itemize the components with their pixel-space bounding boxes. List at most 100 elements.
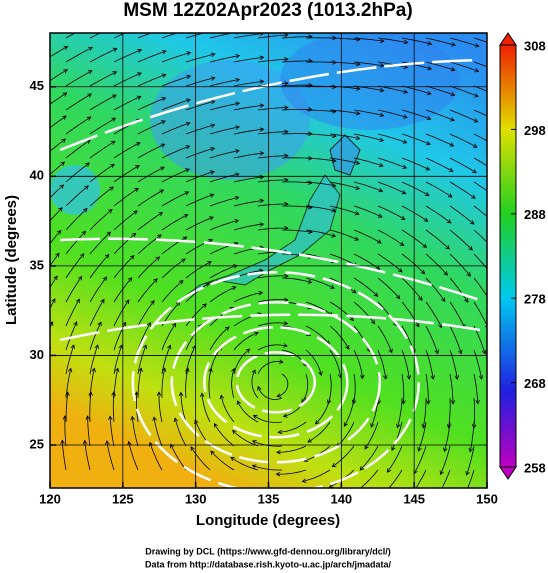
streamline (251, 369, 259, 399)
arrow-head (458, 349, 463, 355)
arrow-head (355, 160, 361, 165)
arrow-head (235, 125, 240, 130)
streamline (329, 181, 360, 190)
arrow-head (401, 190, 407, 195)
arrow-head (331, 158, 337, 163)
credit: Data from http://database.rish.kyoto-u.a… (145, 559, 392, 569)
arrow-head (235, 101, 241, 107)
y-tick-label: 40 (30, 168, 44, 183)
arrow-head (108, 415, 113, 421)
arrow-head (403, 114, 408, 119)
arrow-head (131, 232, 137, 238)
streamline (377, 229, 404, 246)
arrow-head (308, 107, 313, 112)
arrow-head (359, 374, 365, 380)
arrow-head (112, 71, 118, 76)
streamline (377, 277, 400, 299)
streamline (276, 373, 289, 397)
arrow-head (331, 183, 337, 188)
arrow-head (146, 321, 151, 327)
streamline (201, 393, 211, 423)
arrow-head (210, 146, 216, 152)
streamline (449, 205, 475, 225)
streamline (161, 122, 190, 135)
streamline (449, 109, 478, 123)
streamline (65, 299, 80, 327)
streamline (306, 109, 336, 113)
streamline (257, 34, 288, 39)
arrow-head (209, 193, 215, 198)
arrow-head (284, 273, 289, 279)
arrow-head (466, 272, 471, 277)
arrow-head (450, 400, 456, 405)
arrow-head (252, 414, 258, 420)
arrow-head (301, 478, 307, 483)
arrow-head (234, 219, 240, 224)
streamline (377, 37, 408, 44)
streamline (50, 161, 65, 176)
arrow-head (137, 72, 142, 77)
streamline (353, 157, 384, 167)
streamline (237, 400, 259, 423)
streamline (353, 109, 384, 117)
streamline (466, 445, 475, 476)
arrow-head (426, 141, 431, 146)
streamline (305, 205, 336, 212)
streamline (329, 85, 360, 90)
streamline (50, 298, 56, 310)
arrow-head (56, 229, 62, 235)
streamline (209, 326, 230, 351)
arrow-head (64, 23, 68, 26)
y-tick-label: 30 (30, 347, 44, 362)
arrow-head (382, 375, 388, 380)
arrow-head (349, 316, 354, 322)
arrow-head (232, 429, 237, 435)
streamline (449, 157, 477, 174)
streamline (359, 445, 379, 471)
arrow-head (284, 81, 289, 86)
arrow-head (284, 177, 289, 183)
arrow-head (199, 392, 205, 398)
arrow-head (109, 186, 114, 191)
streamline (353, 253, 380, 270)
arrow-head (178, 280, 184, 285)
arrow-head (159, 189, 165, 194)
streamline (50, 92, 67, 105)
streamline (185, 368, 189, 399)
streamline (89, 186, 114, 207)
streamline (65, 116, 91, 135)
streamline (473, 349, 482, 380)
arrow-head (471, 194, 476, 199)
streamline (343, 397, 355, 427)
streamline (425, 325, 439, 354)
arrow-head (85, 162, 90, 167)
arrow-head (423, 217, 429, 222)
streamline (449, 37, 479, 47)
streamline (425, 157, 453, 172)
arrow-head (355, 135, 361, 141)
arrow-head (474, 93, 479, 98)
arrow-head (376, 239, 382, 244)
arrow-head (133, 210, 138, 215)
streamline (65, 185, 89, 207)
streamline (492, 446, 498, 475)
arrow-head (150, 300, 155, 305)
arrow-head (450, 117, 455, 122)
arrow-head (155, 256, 161, 261)
arrow-head (472, 169, 477, 174)
streamline (209, 173, 239, 183)
streamline (65, 276, 83, 303)
streamline (305, 349, 322, 376)
streamline (301, 373, 309, 403)
arrow-head (253, 331, 259, 336)
streamline (137, 344, 147, 375)
streamline (50, 207, 63, 222)
streamline (185, 124, 215, 135)
streamline (42, 369, 47, 399)
isobar (131, 271, 420, 488)
streamline (185, 147, 215, 159)
arrow-head (178, 391, 184, 397)
arrow-head (61, 138, 66, 143)
streamline (377, 205, 405, 220)
streamline (377, 349, 387, 379)
